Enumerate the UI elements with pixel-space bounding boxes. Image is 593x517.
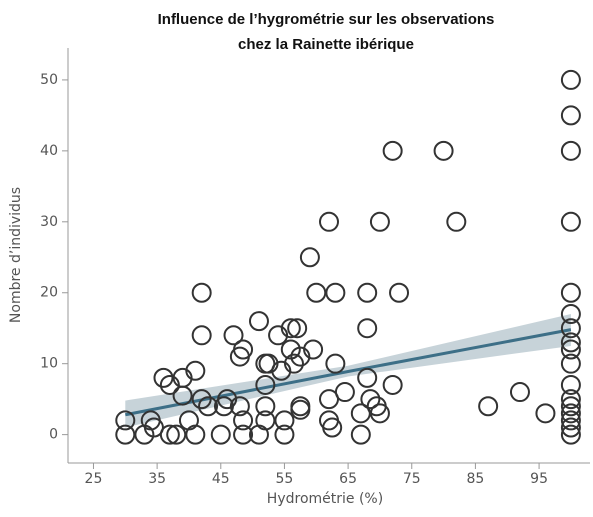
point (185, 360, 206, 381)
point (433, 140, 454, 161)
y-tick-label: 50 (40, 72, 58, 88)
point (560, 282, 581, 303)
point (255, 410, 276, 431)
point (560, 410, 581, 431)
point (560, 417, 581, 438)
point (369, 211, 390, 232)
point (560, 339, 581, 360)
point (357, 282, 378, 303)
x-tick-label: 55 (276, 471, 294, 487)
chart-title: chez la Rainette ibérique (238, 36, 414, 53)
x-tick-label: 95 (530, 471, 548, 487)
point (274, 410, 295, 431)
point (350, 424, 371, 445)
point (535, 403, 556, 424)
y-axis-label: Nombre d’individus (8, 187, 24, 323)
point (233, 410, 254, 431)
point (382, 140, 403, 161)
point (280, 318, 301, 339)
point (255, 374, 276, 395)
point (274, 424, 295, 445)
x-tick-label: 85 (467, 471, 485, 487)
point (357, 318, 378, 339)
point (560, 304, 581, 325)
point (233, 424, 254, 445)
point (191, 325, 212, 346)
point (299, 247, 320, 268)
point (560, 396, 581, 417)
point (185, 424, 206, 445)
point (159, 374, 180, 395)
point (369, 403, 390, 424)
point (153, 367, 174, 388)
point (178, 410, 199, 431)
point (360, 389, 381, 410)
point (382, 374, 403, 395)
x-tick-label: 75 (403, 471, 421, 487)
y-tick-label: 40 (40, 143, 58, 159)
point (319, 211, 339, 232)
point (389, 282, 410, 303)
point (115, 424, 136, 445)
point (217, 389, 238, 410)
point (271, 360, 292, 381)
point (560, 318, 581, 339)
point (560, 389, 581, 410)
y-tick-label: 30 (40, 214, 58, 230)
x-tick-label: 45 (212, 471, 230, 487)
point (191, 282, 212, 303)
point (560, 69, 581, 90)
point (560, 403, 581, 424)
point (223, 325, 244, 346)
point (325, 353, 346, 374)
point (357, 367, 378, 388)
point (560, 374, 581, 395)
point (255, 396, 276, 417)
y-tick-label: 10 (40, 356, 58, 372)
point (191, 389, 212, 410)
point (115, 410, 136, 431)
point (478, 396, 499, 417)
point (287, 318, 308, 339)
point (159, 424, 180, 445)
point (509, 382, 530, 403)
point (210, 424, 231, 445)
point (229, 396, 250, 417)
point (560, 140, 581, 161)
point (560, 332, 581, 353)
fit-line (125, 328, 572, 417)
point (268, 325, 289, 346)
x-tick-label: 65 (339, 471, 357, 487)
x-axis-label: Hydrométrie (%) (267, 491, 383, 507)
point (290, 346, 311, 367)
point (233, 339, 254, 360)
point (283, 353, 304, 374)
point (560, 353, 581, 374)
y-tick-label: 0 (49, 427, 58, 443)
point (258, 353, 279, 374)
point (334, 382, 355, 403)
point (290, 396, 311, 417)
point (560, 105, 581, 126)
x-tick-label: 35 (148, 471, 166, 487)
point (303, 339, 324, 360)
point (560, 211, 581, 232)
point (198, 396, 219, 417)
point (248, 311, 269, 332)
point (325, 282, 346, 303)
point (306, 282, 327, 303)
point (172, 385, 193, 406)
point (446, 211, 467, 232)
point (166, 424, 187, 445)
x-tick-label: 25 (85, 471, 103, 487)
point (560, 424, 581, 445)
point (322, 417, 343, 438)
chart-title: Influence de l’hygrométrie sur les obser… (158, 11, 495, 28)
y-tick-label: 20 (40, 285, 58, 301)
